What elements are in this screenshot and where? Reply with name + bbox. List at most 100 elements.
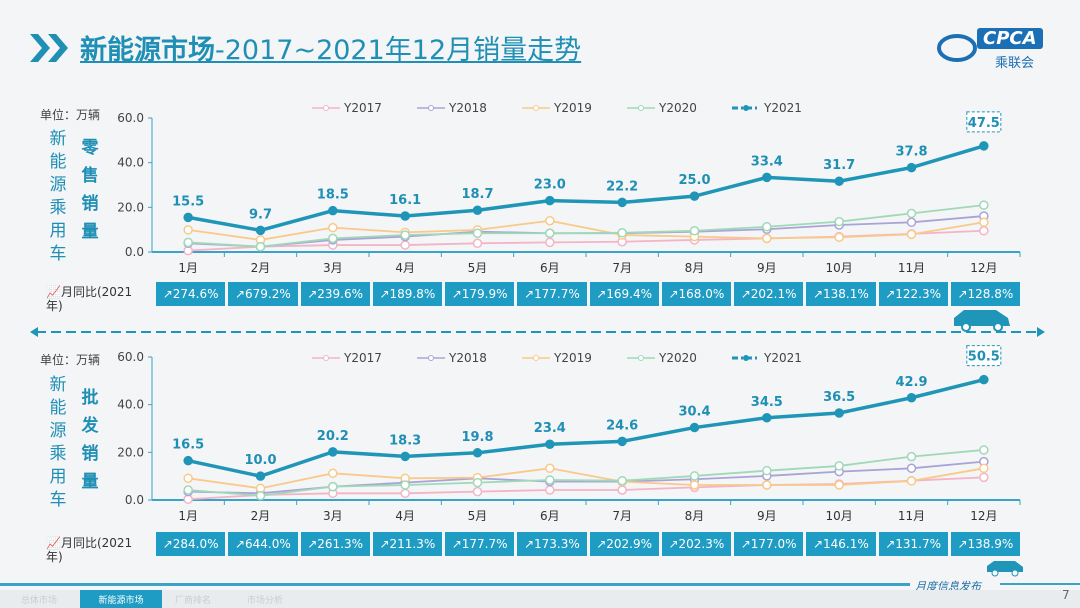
car-icon-small <box>987 561 1023 577</box>
logo-swoosh-icon <box>937 34 977 62</box>
wholesale-x-tick-label: 4月 <box>395 509 415 523</box>
release-label: 月度信息发布 <box>915 580 981 593</box>
retail-x-tick-label: 1月 <box>178 261 198 275</box>
logo-subtext: 乘联会 <box>995 56 1035 71</box>
yoy-cell: ↗239.6% <box>300 282 370 306</box>
wholesale-x-tick-label: 3月 <box>323 509 343 523</box>
retail-point-Y2017 <box>979 226 989 236</box>
retail-legend-marker <box>428 105 434 111</box>
retail-point-Y2017 <box>472 238 483 249</box>
retail-point-Y2021 <box>400 211 410 221</box>
yoy-label-wholesale: 📈月同比(2021年) <box>46 536 133 564</box>
wholesale-point-Y2021 <box>834 408 844 418</box>
wholesale-x-tick-label: 1月 <box>178 509 198 523</box>
retail-legend-marker <box>743 105 749 111</box>
wholesale-point-Y2020 <box>979 445 989 455</box>
yoy-row-wholesale: ↗284.0% ↗644.0% ↗261.3% ↗211.3% ↗177.7% ↗173.… <box>156 532 1020 556</box>
retail-point-Y2017 <box>400 240 410 250</box>
footer-tab[interactable]: 总体市场 <box>20 595 57 606</box>
retail-point-Y2020 <box>979 200 989 210</box>
retail-x-tick-label: 2月 <box>251 261 271 275</box>
footer-tab[interactable]: 新能源市场 <box>80 590 162 608</box>
retail-x-tick-label: 11月 <box>898 261 925 275</box>
yoy-cell: ↗261.3% <box>300 532 370 556</box>
car-icon <box>954 310 1010 332</box>
retail-point-Y2019 <box>762 233 772 244</box>
yoy-cell: ↗177.7% <box>445 532 515 556</box>
retail-data-label: 9.7 <box>249 207 272 222</box>
retail-point-Y2020 <box>689 226 700 236</box>
footer-tab[interactable]: 市场分析 <box>246 595 283 606</box>
wholesale-point-Y2020 <box>906 451 917 462</box>
retail-data-label: 22.2 <box>606 179 638 194</box>
wholesale-point-Y2019 <box>689 480 700 490</box>
yoy-cell: ↗284.0% <box>156 532 226 556</box>
wholesale-y-tick-label: 20.0 <box>117 445 144 459</box>
wholesale-point-Y2019 <box>834 480 844 490</box>
retail-y-tick-label: 40.0 <box>117 156 144 170</box>
footer-bar <box>0 590 1080 608</box>
wholesale-legend-marker <box>638 355 644 361</box>
wholesale-point-Y2019 <box>762 480 772 490</box>
footer-tab[interactable]: 厂商排名 <box>174 595 211 606</box>
retail-legend-label: Y2017 <box>343 101 382 115</box>
retail-point-Y2019 <box>906 229 917 240</box>
retail-point-Y2021 <box>979 141 989 151</box>
wholesale-point-Y2019 <box>328 468 338 479</box>
yoy-cell: ↗274.6% <box>156 282 226 306</box>
retail-y-tick-label: 60.0 <box>117 111 144 125</box>
chart-title-retail: 零售销量 <box>81 138 99 242</box>
yoy-cell: ↗168.0% <box>661 282 731 306</box>
wholesale-point-Y2021 <box>183 455 193 466</box>
footer-line <box>0 583 910 586</box>
retail-data-label: 15.5 <box>172 194 204 209</box>
retail-last-label-box <box>966 111 1002 133</box>
retail-point-Y2021 <box>689 191 700 201</box>
wholesale-legend-marker <box>533 355 539 361</box>
wholesale-series-Y2021 <box>187 377 985 478</box>
side-label-wholesale: 新能源乘用车 <box>49 375 67 510</box>
wholesale-point-Y2021 <box>255 471 266 481</box>
retail-point-Y2020 <box>906 208 917 219</box>
wholesale-point-Y2021 <box>472 448 483 458</box>
retail-x-tick-label: 9月 <box>757 261 777 275</box>
unit-label-retail: 单位：万辆 <box>40 108 101 122</box>
wholesale-point-Y2020 <box>328 481 338 492</box>
wholesale-point-Y2021 <box>328 447 338 457</box>
title-main: 新能源市场 <box>80 35 215 66</box>
yoy-cell: ↗679.2% <box>228 282 298 306</box>
retail-data-label: 18.7 <box>461 187 493 202</box>
wholesale-data-label: 30.4 <box>678 405 710 420</box>
retail-series-Y2020 <box>188 204 984 248</box>
wholesale-point-Y2020 <box>472 477 483 488</box>
wholesale-data-label: 42.9 <box>895 375 927 390</box>
title-rest: -2017~2021年12月销量走势 <box>215 35 582 66</box>
yoy-cell: ↗202.1% <box>734 282 804 306</box>
retail-point-Y2021 <box>545 195 555 206</box>
unit-label-wholesale: 单位：万辆 <box>40 353 101 367</box>
retail-legend-label: Y2018 <box>448 101 487 115</box>
wholesale-x-tick-label: 12月 <box>970 509 997 523</box>
chevron-icon <box>30 34 68 62</box>
retail-point-Y2021 <box>183 212 193 223</box>
retail-data-label: 37.8 <box>895 145 927 160</box>
retail-series-Y2019 <box>188 219 984 241</box>
wholesale-point-Y2018 <box>906 463 917 474</box>
wholesale-point-Y2020 <box>689 471 700 481</box>
retail-data-label: 25.0 <box>678 173 710 188</box>
retail-point-Y2019 <box>834 232 844 243</box>
yoy-cell: ↗131.7% <box>878 532 948 556</box>
wholesale-point-Y2021 <box>400 451 410 462</box>
logo-text: CPCA <box>977 28 1043 49</box>
wholesale-point-Y2019 <box>545 463 555 474</box>
retail-point-Y2020 <box>255 241 266 252</box>
wholesale-point-Y2020 <box>183 485 193 495</box>
wholesale-legend-label: Y2020 <box>658 351 697 365</box>
retail-x-tick-label: 8月 <box>685 261 705 275</box>
retail-legend-label: Y2020 <box>658 101 697 115</box>
wholesale-point-Y2017 <box>979 472 989 483</box>
wholesale-point-Y2020 <box>545 475 555 485</box>
retail-point-Y2021 <box>472 205 483 215</box>
retail-x-tick-label: 6月 <box>540 261 560 275</box>
wholesale-y-tick-label: 60.0 <box>117 350 144 364</box>
